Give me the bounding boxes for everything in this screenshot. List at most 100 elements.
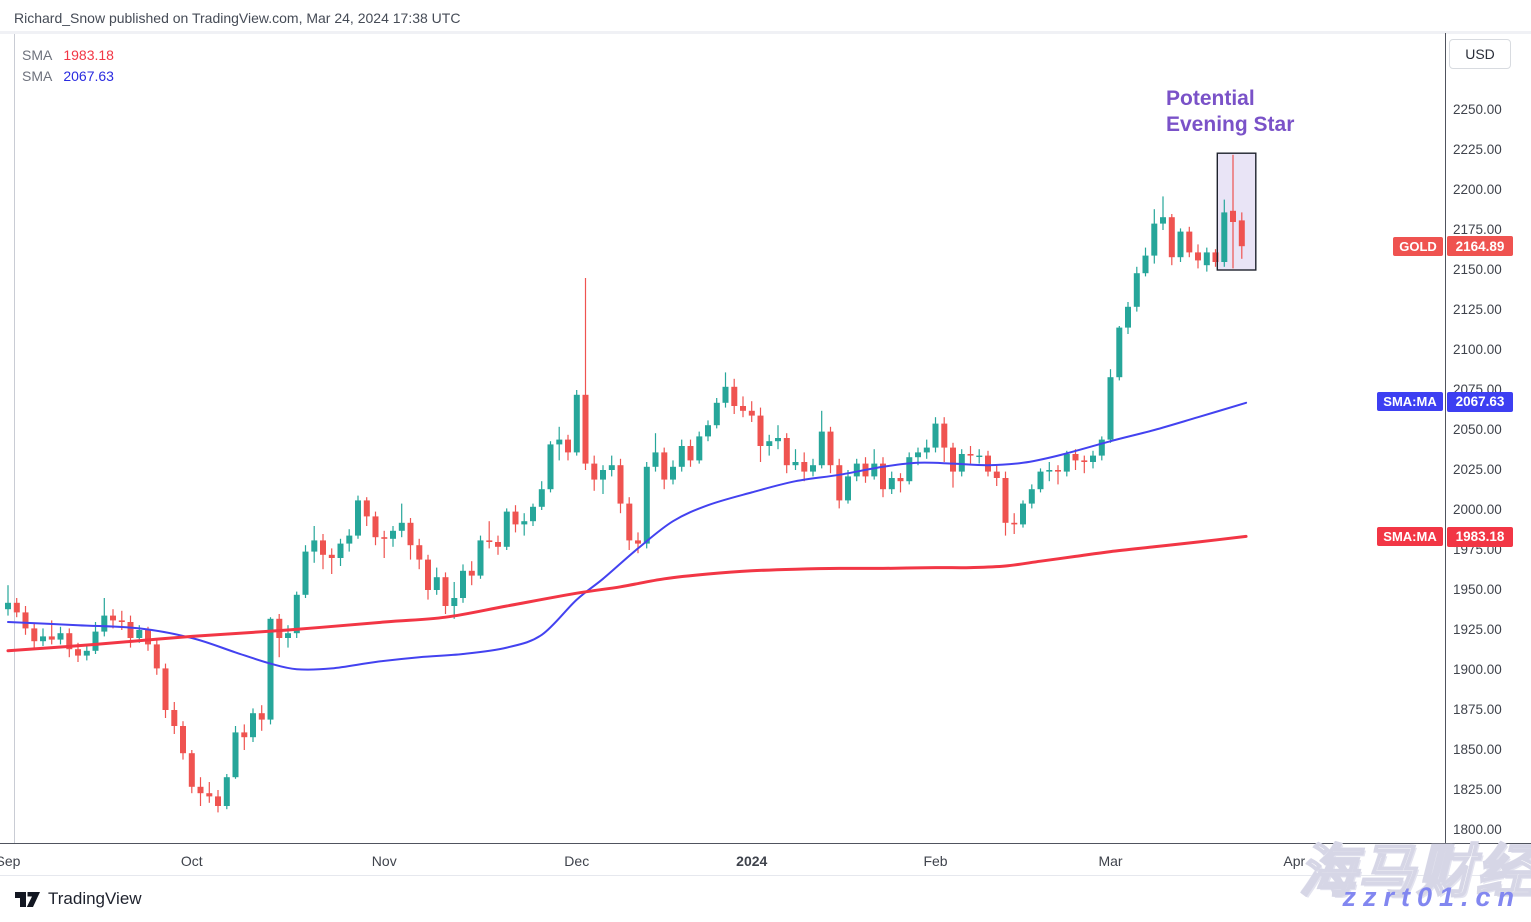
candle-body [915,452,921,458]
candle-body [722,386,729,403]
annotation-line-2: Evening Star [1166,113,1295,136]
candle-body [792,462,799,466]
candle-wick [1083,455,1085,474]
candle-body [845,476,851,501]
currency-toggle-button[interactable]: USD [1449,39,1511,69]
candle-body [460,570,466,598]
candle-wick [777,425,779,450]
candle-body [740,406,746,411]
candle-body [197,786,204,794]
candle-body [1028,489,1035,504]
price-tick-label: 2050.00 [1453,422,1502,437]
time-tick-label: Apr [1283,853,1306,869]
candle-body [451,598,458,606]
candle-body [757,415,764,446]
candle-body [932,423,939,448]
candle-body [635,540,641,544]
candle-body [643,466,650,544]
candle-body [783,438,790,466]
candle-body [923,447,930,453]
candle-body [810,465,816,472]
price-tick-label: 1825.00 [1453,782,1502,797]
candle-body [75,649,81,656]
candle-body [1037,471,1044,490]
candle-wick [51,620,53,645]
candle-wick [1057,465,1059,485]
price-tick-label: 1925.00 [1453,622,1502,637]
candle-body [696,436,703,461]
candle-body [906,457,913,482]
chart-left-border [14,34,15,843]
candle-body [267,618,274,720]
candle-body [83,650,90,656]
candle-body [1107,377,1114,440]
watermark-cn: 海马财经 [1298,839,1531,905]
candle-body [188,753,195,787]
candle-body [1151,223,1158,256]
price-tick-label: 2150.00 [1453,262,1502,277]
tradingview-brand[interactable]: TradingView [14,889,142,909]
legend-row-sma-slow[interactable]: SMA 1983.18 [22,45,114,66]
candle-body [1081,460,1088,462]
sma-value: 1983.18 [63,47,114,63]
gold-name-chip: GOLD [1393,236,1443,256]
candle-body [530,506,536,522]
publish-title: Richard_Snow published on TradingView.co… [14,10,461,26]
candle-body [311,540,318,552]
candle-body [57,633,64,640]
evening-star-box-border[interactable] [1216,152,1257,271]
candle-body [486,540,493,542]
tradingview-logo-icon [15,891,40,907]
candle-body [766,441,773,446]
candle-body [1160,217,1166,224]
candle-wick [383,530,385,558]
time-tick-label: Mar [1098,853,1123,869]
candle-wick [584,278,587,470]
candle-body [827,431,834,466]
watermark-url: zzrt01.cn [1342,882,1521,912]
candle-body [1203,252,1210,266]
candle-body [871,463,878,477]
candle-wick [208,782,210,803]
candle-body [232,732,239,778]
candle-body [1046,470,1053,472]
footer-separator [0,875,1531,876]
candle-wick [401,503,403,538]
candle-wick [794,449,797,470]
candle-body [547,444,554,490]
candle-body [153,644,160,669]
candle-body [398,522,405,531]
candle-body [652,452,659,467]
candle-body [958,454,965,472]
candle-body [407,522,414,546]
sma-line [7,401,1248,671]
candle-body [1195,252,1201,261]
candle-body [1133,273,1140,307]
candle-body [573,394,580,453]
candle-body [5,602,11,610]
candle-body [608,465,615,470]
candle-wick [331,548,333,574]
candle-body [13,602,20,613]
evening-star-annotation: Potential Evening Star [1166,86,1294,138]
price-tick-label: 1950.00 [1453,582,1502,597]
candle-body [661,452,668,480]
price-tick-label: 2000.00 [1453,502,1502,517]
time-axis-line [0,843,1531,844]
legend-row-sma-fast[interactable]: SMA 2067.63 [22,66,114,87]
candle-wick [7,585,9,616]
candle-body [1098,439,1105,456]
header-separator [0,31,1531,34]
candle-body [853,463,860,477]
time-tick-label: Feb [923,853,948,869]
price-tick-label: 1875.00 [1453,702,1502,717]
tradingview-brand-label: TradingView [48,889,142,908]
candle-body [1142,255,1149,274]
candle-body [591,463,598,480]
sma-label: SMA [22,47,53,63]
candle-body [1212,252,1219,262]
candle-body [950,447,956,472]
candle-body [110,615,116,621]
